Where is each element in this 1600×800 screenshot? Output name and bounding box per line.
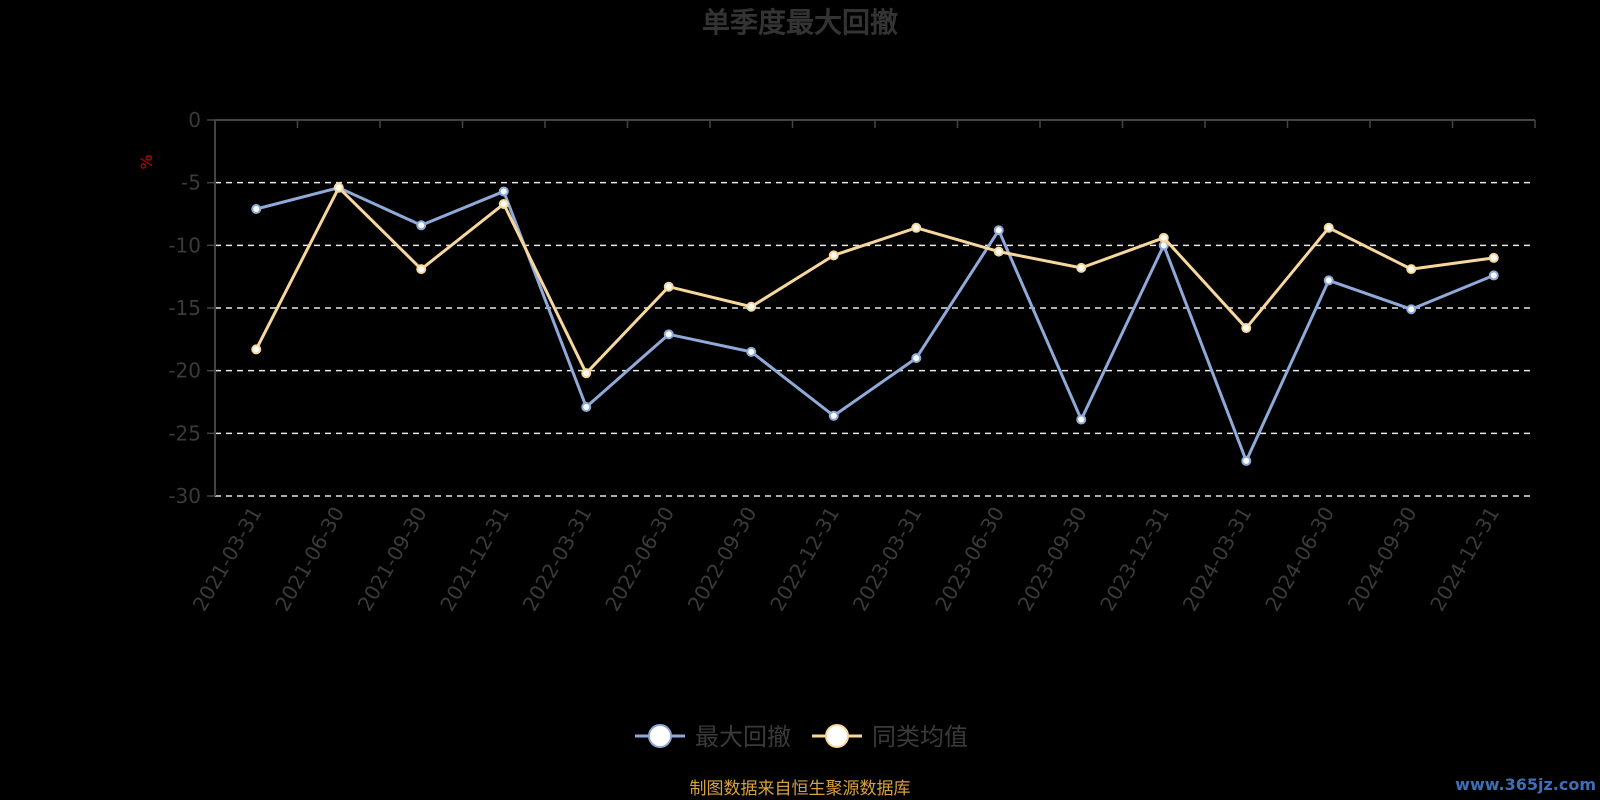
data-point[interactable] [746, 301, 757, 312]
legend-item-1[interactable]: 最大回撤 [635, 723, 791, 751]
x-tick-label: 2023-06-30 [930, 503, 1009, 616]
data-point[interactable] [581, 402, 592, 413]
x-tick-label: 2021-03-31 [188, 503, 267, 616]
data-point[interactable] [416, 264, 427, 275]
data-point[interactable] [746, 346, 757, 357]
legend-label: 同类均值 [872, 723, 968, 751]
chart-title: 单季度最大回撤 [702, 6, 898, 39]
data-point[interactable] [1241, 455, 1252, 466]
data-point[interactable] [828, 250, 839, 261]
legend-marker [825, 724, 849, 748]
data-point[interactable] [1488, 270, 1499, 281]
data-point[interactable] [416, 220, 427, 231]
series-line [255, 186, 1495, 463]
data-point[interactable] [581, 368, 592, 379]
x-tick-label: 2021-09-30 [353, 503, 432, 616]
data-point[interactable] [911, 222, 922, 233]
x-tick-label: 2024-03-31 [1178, 503, 1257, 616]
data-point[interactable] [251, 344, 262, 355]
data-point[interactable] [663, 329, 674, 340]
series-2 [251, 182, 1499, 379]
grid-lines [215, 181, 1535, 497]
y-tick-label: -25 [168, 421, 201, 445]
series-layer [251, 182, 1499, 466]
data-point[interactable] [1076, 262, 1087, 273]
series-line [254, 186, 1494, 375]
y-tick-label: -10 [168, 233, 201, 257]
data-point[interactable] [993, 225, 1004, 236]
data-point[interactable] [1241, 323, 1252, 334]
legend-item-2[interactable]: 同类均值 [812, 723, 968, 751]
data-point[interactable] [663, 281, 674, 292]
x-tick-label: 2024-12-31 [1425, 503, 1504, 616]
data-point[interactable] [1406, 264, 1417, 275]
x-tick-label: 2024-06-30 [1260, 503, 1339, 616]
y-tick-label: -15 [168, 296, 201, 320]
data-point[interactable] [251, 203, 262, 214]
x-tick-label: 2024-09-30 [1343, 503, 1422, 616]
data-point[interactable] [1323, 222, 1334, 233]
data-point[interactable] [828, 410, 839, 421]
x-tick-label: 2022-09-30 [683, 503, 762, 616]
x-tick-label: 2021-06-30 [270, 503, 349, 616]
y-tick-label: -20 [168, 359, 201, 383]
legend[interactable]: 最大回撤 同类均值 [635, 723, 968, 751]
data-point[interactable] [1158, 232, 1169, 243]
y-tick-label: 0 [188, 108, 201, 132]
data-point[interactable] [1323, 275, 1334, 286]
data-point[interactable] [911, 353, 922, 364]
x-tick-label: 2023-03-31 [848, 503, 927, 616]
legend-label: 最大回撤 [695, 723, 791, 751]
x-axis-ticks: 2021-03-31 2021-06-30 2021-09-30 2021-12-31… [188, 503, 1504, 616]
x-tick-label: 2022-06-30 [600, 503, 679, 616]
data-source-note: 制图数据来自恒生聚源数据库 [690, 779, 911, 799]
y-tick-label: -5 [181, 171, 201, 195]
watermark: www.365jz.com [1455, 775, 1596, 794]
data-point[interactable] [1076, 414, 1087, 425]
data-point[interactable] [993, 246, 1004, 257]
x-tick-label: 2023-12-31 [1095, 503, 1174, 616]
series-1 [251, 182, 1499, 466]
data-point[interactable] [1406, 304, 1417, 315]
legend-marker [648, 724, 672, 748]
y-axis-ticks: 0 -5 -10 -15 -20 -25 -30 [168, 108, 215, 508]
data-point[interactable] [498, 186, 509, 197]
x-tick-label: 2023-09-30 [1013, 503, 1092, 616]
data-point[interactable] [333, 182, 344, 193]
x-tick-label: 2021-12-31 [435, 503, 514, 616]
y-tick-label: -30 [168, 484, 201, 508]
data-point[interactable] [1488, 252, 1499, 263]
x-tick-label: 2022-03-31 [518, 503, 597, 616]
x-tick-label: 2022-12-31 [765, 503, 844, 616]
data-point[interactable] [498, 198, 509, 209]
y-axis-unit-label: % [137, 154, 156, 169]
